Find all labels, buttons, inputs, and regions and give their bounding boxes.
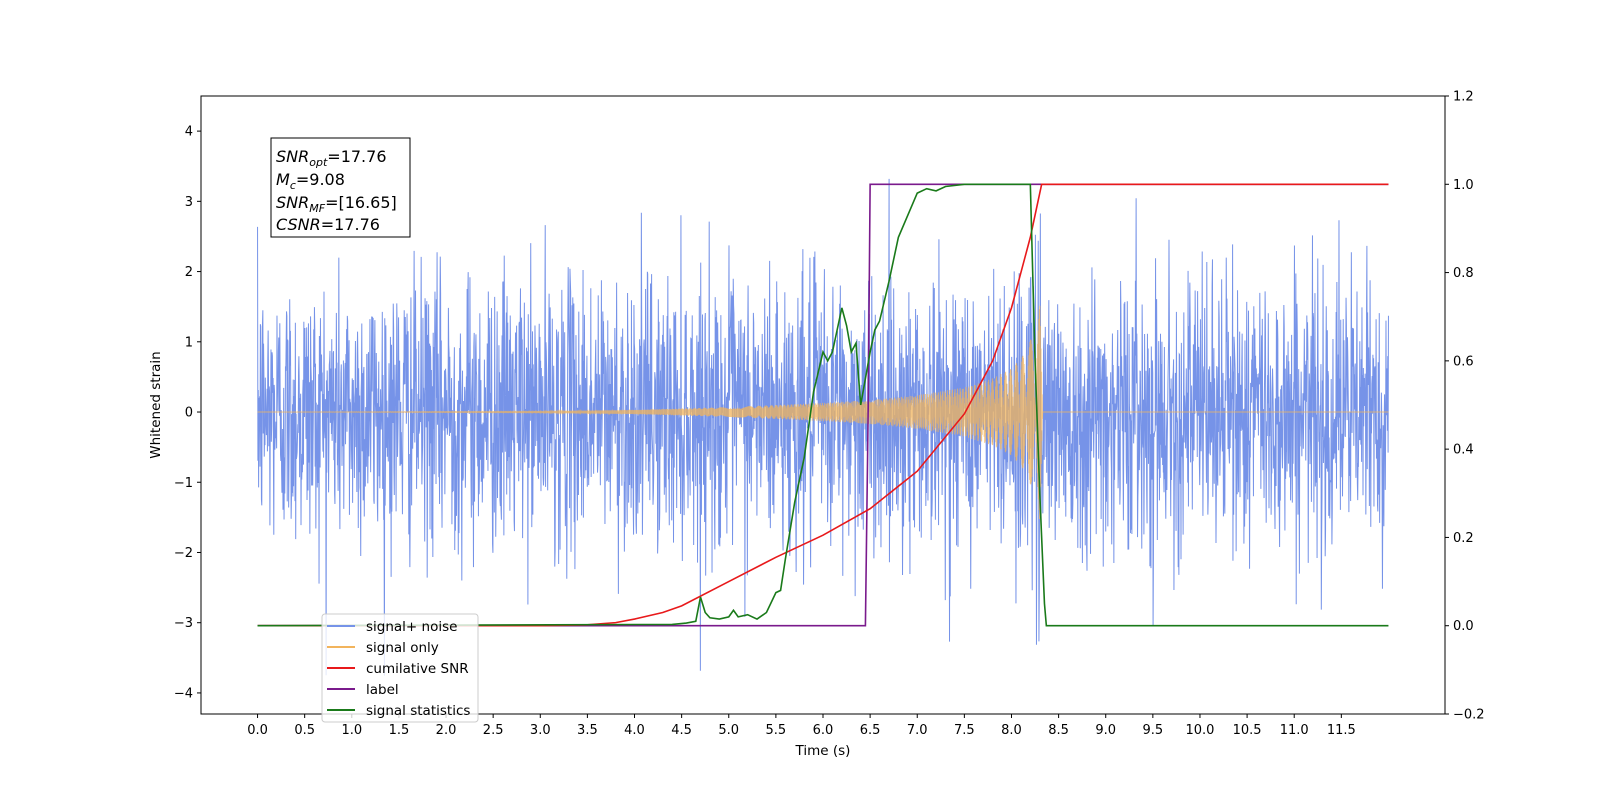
series-signal-statistics xyxy=(257,183,1389,627)
x-tick-label: 7.0 xyxy=(907,723,928,738)
series-signal-only xyxy=(257,305,1389,519)
x-tick-label: 2.0 xyxy=(436,723,457,738)
x-tick-label: 5.5 xyxy=(766,723,787,738)
x-tick-label: 3.5 xyxy=(577,723,598,738)
y-right-tick-label: 0.6 xyxy=(1453,354,1474,369)
x-tick-label: 0.5 xyxy=(294,723,315,738)
annotation-snr-mf: SNRMF=[16.65] xyxy=(276,193,397,215)
legend-entry-cumilative-snr: cumilative SNR xyxy=(366,661,469,677)
y-right-tick-label: 0.0 xyxy=(1453,619,1474,634)
x-tick-label: 8.5 xyxy=(1048,723,1069,738)
x-tick-label: 1.5 xyxy=(389,723,410,738)
x-tick-label: 10.5 xyxy=(1233,723,1262,738)
y-right-tick-label: 0.8 xyxy=(1453,266,1474,281)
annotation-box: SNRopt=17.76 Mc=9.08 SNRMF=[16.65] CSNR=… xyxy=(270,137,411,238)
x-tick-label: 11.5 xyxy=(1327,723,1356,738)
x-tick-label: 8.0 xyxy=(1001,723,1022,738)
legend-entry-signal-only: signal only xyxy=(366,640,439,656)
x-tick-label: 9.0 xyxy=(1095,723,1116,738)
x-tick-label: 10.0 xyxy=(1185,723,1214,738)
y-left-tick-label: −3 xyxy=(174,616,193,631)
x-tick-label: 2.5 xyxy=(483,723,504,738)
series-layer xyxy=(257,178,1389,676)
y-left-tick-label: −1 xyxy=(174,476,193,491)
y-right-tick-label: 0.4 xyxy=(1453,443,1474,458)
y-right-tick-label: −0.2 xyxy=(1453,708,1485,723)
x-tick-label: 11.0 xyxy=(1280,723,1309,738)
x-tick-label: 6.0 xyxy=(813,723,834,738)
y-right-tick-label: 1.2 xyxy=(1453,90,1474,105)
x-axis: 0.0 0.5 1.0 1.5 2.0 2.5 3.0 3.5 4.0 4.5 5.0 5.5 6.0 6… xyxy=(247,714,1356,738)
annotation-snr-opt: SNRopt=17.76 xyxy=(276,147,387,169)
y-left-tick-label: 4 xyxy=(185,125,193,140)
y-right-tick-label: 0.2 xyxy=(1453,531,1474,546)
x-tick-label: 7.5 xyxy=(954,723,975,738)
y-left-tick-label: 2 xyxy=(185,265,193,280)
series-signal-noise xyxy=(257,178,1389,676)
legend-entry-signal-statistics: signal statistics xyxy=(366,703,470,719)
y-right-tick-label: 1.0 xyxy=(1453,178,1474,193)
x-tick-label: 0.0 xyxy=(247,723,268,738)
legend-frame xyxy=(321,613,479,723)
x-axis-label: Time (s) xyxy=(795,743,851,759)
y-left-tick-label: −2 xyxy=(174,546,193,561)
x-tick-label: 1.0 xyxy=(341,723,362,738)
x-tick-label: 4.0 xyxy=(624,723,645,738)
legend-entry-signal-noise: signal+ noise xyxy=(366,619,457,635)
y-left-tick-label: 1 xyxy=(185,335,193,350)
y-left-tick-label: −4 xyxy=(174,686,193,701)
annotation-csnr: CSNR=17.76 xyxy=(276,215,380,234)
y-left-tick-label: 0 xyxy=(185,406,193,421)
series-cumilative-snr xyxy=(257,183,1389,627)
x-tick-label: 3.0 xyxy=(530,723,551,738)
legend: signal+ noise signal only cumilative SNR… xyxy=(321,613,479,723)
y-left-tick-label: 3 xyxy=(185,195,193,210)
legend-entry-label: label xyxy=(366,682,399,698)
y-axis-left: 4 3 2 1 0 −1 −2 −3 −4 xyxy=(174,125,201,701)
x-tick-label: 5.0 xyxy=(718,723,739,738)
x-tick-label: 9.5 xyxy=(1143,723,1164,738)
x-tick-label: 4.5 xyxy=(671,723,692,738)
y-axis-label: Whitened strain xyxy=(148,351,164,458)
x-tick-label: 6.5 xyxy=(860,723,881,738)
y-axis-right: 1.2 1.0 0.8 0.6 0.4 0.2 0.0 −0.2 xyxy=(1445,90,1485,723)
annotation-mc: Mc=9.08 xyxy=(276,170,345,192)
